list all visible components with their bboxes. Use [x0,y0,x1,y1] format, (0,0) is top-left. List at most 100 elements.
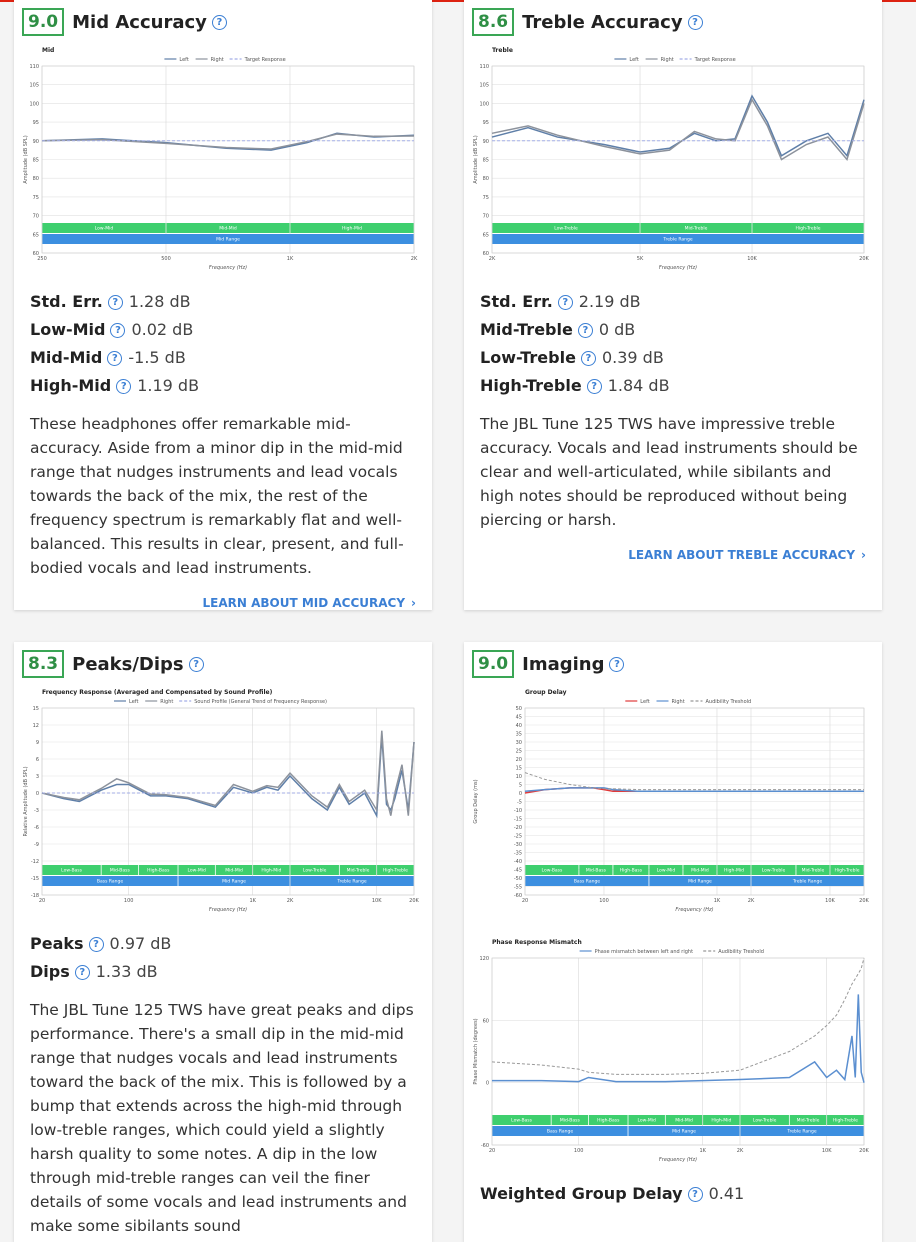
graph-wrap: Treble 60 65 70 75 80 85 90 95 100 105 110 2K 5K 10K 20… [464,40,882,280]
graph: Treble 60 65 70 75 80 85 90 95 100 105 110 2K 5K 10K 20… [473,47,870,271]
x-tick-label: 20 [39,898,45,904]
plot-frame [491,65,865,254]
help-icon[interactable]: ? [586,379,602,394]
y-tick-label: 105 [29,83,39,89]
card-header: 9.0 Imaging? [472,650,882,678]
x-tick-label: 20 [522,898,528,904]
band [717,865,751,875]
card-title: Peaks/Dips [72,653,184,675]
legend: Left Right Sound Profile (General Trend of… [114,699,327,705]
metric-label: Mid-Treble [480,320,573,339]
help-icon[interactable]: ? [116,379,132,394]
band [215,865,253,875]
help-icon[interactable]: ? [74,965,90,980]
help-icon[interactable]: ? [557,295,573,310]
y-tick-label: 60 [483,251,489,257]
score-badge: 8.3 [22,650,65,678]
y-tick-label: 0 [519,791,522,797]
x-tick-label: 10K [372,898,382,904]
x-tick-label: 100 [124,898,134,904]
y-tick-label: -55 [514,885,522,891]
score-badge: 9.0 [472,650,515,678]
legend-label: Audibility Treshold [706,699,752,705]
description: The JBL Tune 125 TWS have impressive tre… [480,415,858,529]
band [492,1126,628,1136]
learn-link[interactable]: LEARN ABOUT MID ACCURACY › [14,596,417,610]
band-label: Mid Range [216,237,240,243]
x-tick-label: 500 [161,256,171,262]
metric-value: 0.97 dB [109,934,172,953]
band-label: Treble Range [786,1129,816,1135]
card: 9.0 Imaging? Group Delay -60 -55 -50 -45 -40 -35… [464,642,882,1242]
card: 8.6 Treble Accuracy? Treble 60 65 70 75 80 85 90 9… [464,0,882,610]
band-label: Low-Mid [637,1118,656,1124]
learn-link[interactable]: LEARN ABOUT TREBLE ACCURACY › [464,548,866,562]
x-axis-label: Frequency (Hz) [675,907,713,913]
help-icon[interactable]: ? [110,323,126,338]
y-tick-label: -20 [514,825,522,831]
help-icon[interactable]: ? [609,656,625,672]
band-label: Mid-Mid [225,868,243,874]
metric-label: Peaks [30,934,84,953]
help-icon[interactable]: ? [107,351,123,366]
y-tick-label: -15 [514,817,522,823]
metric-row: Std. Err.? 1.28 dB [30,288,432,316]
help-icon[interactable]: ? [211,14,227,30]
plot-frame [524,707,865,896]
metric-row: Dips? 1.33 dB [30,958,432,986]
metric-label: Low-Mid [30,320,106,339]
score-badge: 9.0 [22,8,65,36]
y-tick-label: 95 [33,120,39,126]
help-icon[interactable]: ? [88,937,104,952]
band [830,865,864,875]
help-icon[interactable]: ? [107,295,123,310]
band-label: Low-Bass [542,868,564,874]
band-label: High-Mid [261,868,281,874]
band-label: High-Mid [724,868,744,874]
band-label: Bass Range [97,879,123,885]
band [290,223,414,233]
band [827,1115,864,1125]
band-label: Mid-Bass [110,868,131,874]
y-tick-label: 50 [516,706,522,712]
y-tick-label: 10 [516,774,522,780]
band [588,1115,628,1125]
band [42,234,414,244]
band [525,876,649,886]
link-text[interactable]: LEARN ABOUT TREBLE ACCURACY [628,548,856,562]
y-tick-label: 80 [33,176,39,182]
metric-value: 1.19 dB [137,376,200,395]
help-icon[interactable]: ? [188,656,204,672]
x-tick-label: 100 [574,1148,584,1154]
x-tick-label: 10K [822,1148,832,1154]
band [42,865,101,875]
band-label: High-Treble [383,868,408,874]
y-axis-label: Relative Amplitude (dB SPL) [23,766,29,836]
metric-label: Weighted Group Delay [480,1184,683,1203]
legend-label: Left [179,57,188,63]
series-line [492,994,865,1083]
help-icon[interactable]: ? [580,351,596,366]
series-line [524,787,864,794]
link-text[interactable]: LEARN ABOUT MID ACCURACY [202,596,406,610]
legend: Left Right Target Response [164,57,286,63]
y-tick-label: 6 [36,757,39,763]
y-tick-label: 70 [483,214,489,220]
y-tick-label: 15 [516,766,522,772]
y-tick-label: 90 [33,139,39,145]
help-icon[interactable]: ? [577,323,593,338]
band-label: Mid Range [688,879,712,885]
y-tick-label: 60 [33,251,39,257]
legend-label: Sound Profile (General Trend of Frequenc… [194,699,327,705]
help-icon[interactable]: ? [687,14,703,30]
help-icon[interactable]: ? [687,1187,703,1202]
band [752,223,864,233]
metric-row: Mid-Mid? -1.5 dB [30,344,432,372]
y-tick-label: -18 [31,893,39,899]
band-label: High-Treble [834,868,859,874]
band [665,1115,703,1125]
band-label: Mid-Treble [797,1118,820,1124]
x-tick-label: 1K [249,898,256,904]
graph-title: Group Delay [525,689,567,696]
score-badge: 8.6 [472,8,515,36]
